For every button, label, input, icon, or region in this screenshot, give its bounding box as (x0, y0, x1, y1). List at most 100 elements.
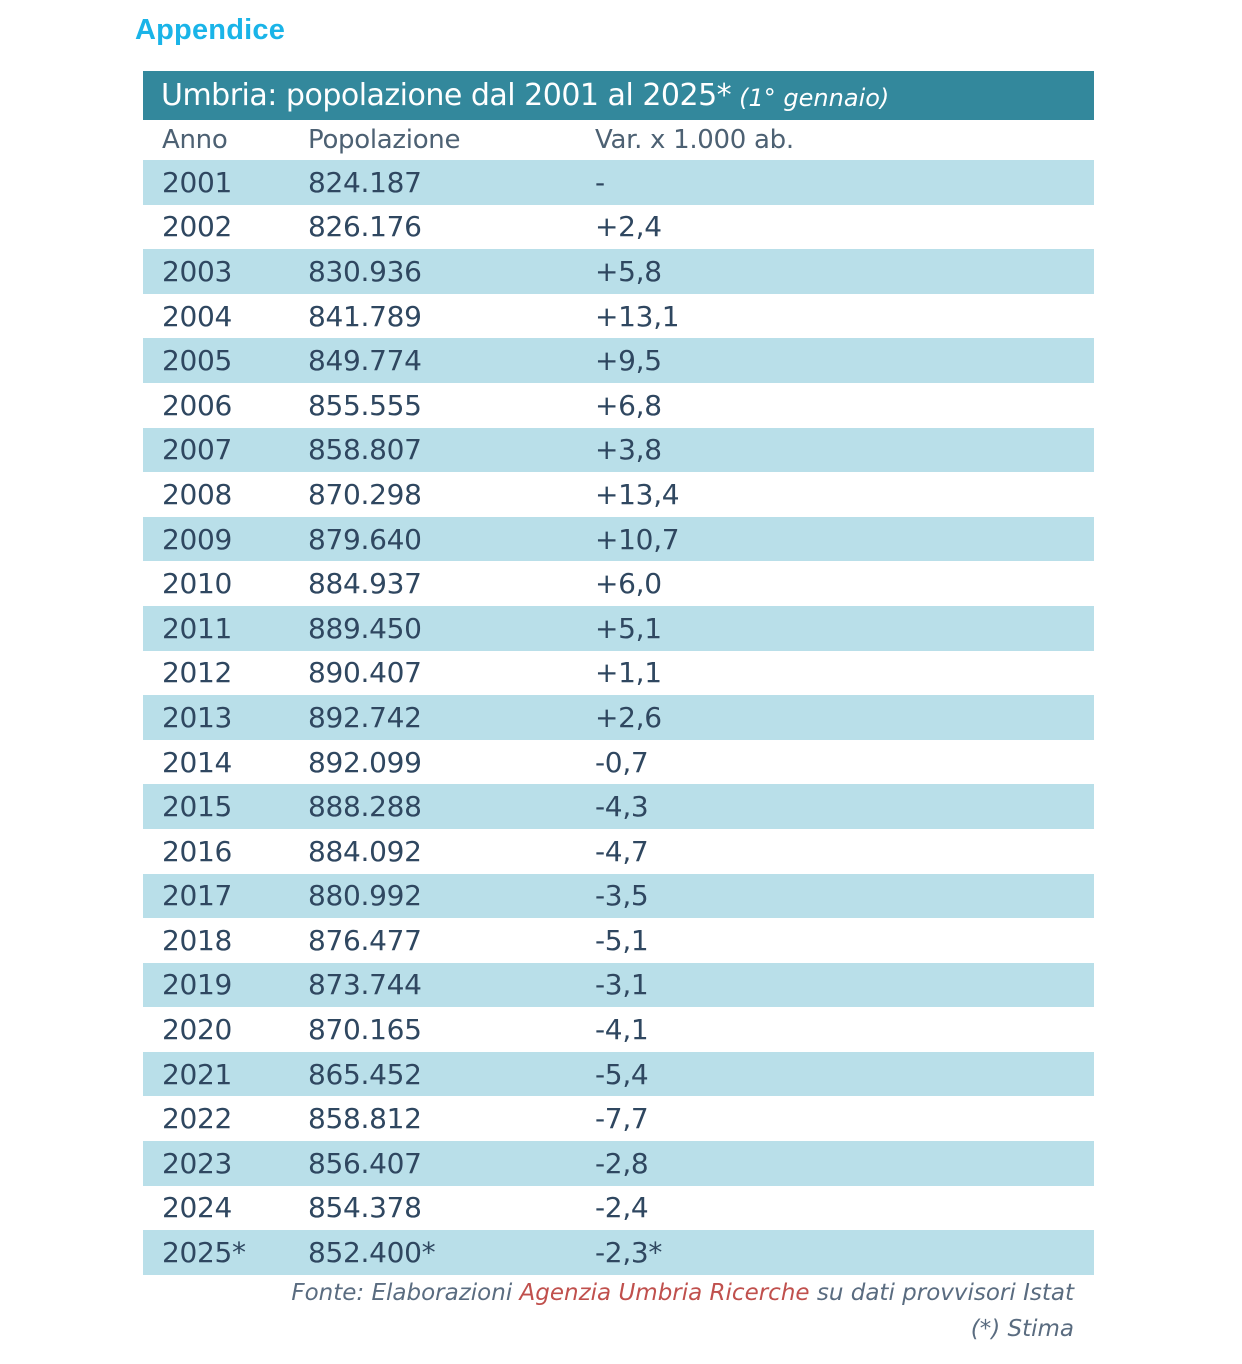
table-row: 2016 884.092 -4,7 (143, 829, 1094, 874)
cell-population: 876.477 (308, 923, 422, 957)
table-title-bar: Umbria: popolazione dal 2001 al 2025* (1… (143, 71, 1094, 120)
cell-population: 865.452 (308, 1057, 422, 1091)
table-title: Umbria: popolazione dal 2001 al 2025* (161, 78, 732, 113)
cell-year: 2017 (162, 879, 233, 913)
cell-year: 2004 (162, 299, 233, 333)
table-row: 2013 892.742 +2,6 (143, 695, 1094, 740)
table-row: 2009 879.640 +10,7 (143, 516, 1094, 562)
table-row: 2018 876.477 -5,1 (143, 918, 1094, 963)
cell-year: 2010 (162, 567, 233, 601)
table-row: 2010 884.937 +6,0 (143, 561, 1094, 606)
cell-population: 870.298 (308, 477, 422, 511)
cell-year: 2020 (162, 1013, 233, 1047)
cell-variation: +1,1 (595, 656, 662, 690)
cell-year: 2018 (162, 923, 233, 957)
cell-year: 2011 (162, 611, 233, 645)
cell-variation: -2,4 (595, 1191, 649, 1225)
cell-variation: +6,0 (595, 567, 662, 601)
cell-population: 824.187 (308, 165, 422, 199)
cell-year: 2012 (162, 656, 233, 690)
table-row: 2024 854.378 -2,4 (143, 1186, 1094, 1231)
cell-year: 2016 (162, 834, 233, 868)
cell-variation: +6,8 (595, 388, 662, 422)
cell-variation: -2,8 (595, 1146, 649, 1180)
column-header-year: Anno (162, 125, 228, 155)
cell-year: 2001 (162, 165, 233, 199)
table-row: 2017 880.992 -3,5 (143, 873, 1094, 919)
cell-year: 2019 (162, 968, 233, 1002)
cell-population: 849.774 (308, 344, 422, 378)
column-header-variation: Var. x 1.000 ab. (595, 125, 794, 155)
cell-population: 888.288 (308, 790, 422, 824)
cell-variation: -2,3* (595, 1236, 663, 1270)
cell-variation: - (595, 165, 605, 199)
cell-population: 858.807 (308, 433, 422, 467)
table-row: 2019 873.744 -3,1 (143, 962, 1094, 1008)
table-body: 2001 824.187 - 2002 826.176 +2,4 2003 830.936 +5… (143, 160, 1094, 1275)
cell-year: 2006 (162, 388, 233, 422)
column-header-row: Anno Popolazione Var. x 1.000 ab. (143, 120, 1094, 160)
column-header-population: Popolazione (308, 125, 461, 155)
cell-variation: +3,8 (595, 433, 662, 467)
table-row: 2007 858.807 +3,8 (143, 427, 1094, 473)
cell-variation: -4,1 (595, 1013, 649, 1047)
table-row: 2023 856.407 -2,8 (143, 1141, 1094, 1186)
table-row: 2015 888.288 -4,3 (143, 784, 1094, 829)
cell-variation: -4,3 (595, 790, 649, 824)
cell-variation: +13,4 (595, 477, 680, 511)
cell-year: 2013 (162, 700, 233, 734)
cell-year: 2025* (162, 1236, 246, 1270)
cell-population: 889.450 (308, 611, 422, 645)
cell-year: 2005 (162, 344, 233, 378)
cell-variation: +2,4 (595, 210, 662, 244)
cell-variation: -7,7 (595, 1102, 649, 1136)
cell-population: 852.400* (308, 1236, 436, 1270)
cell-population: 892.742 (308, 700, 422, 734)
cell-year: 2015 (162, 790, 233, 824)
cell-population: 841.789 (308, 299, 422, 333)
cell-year: 2014 (162, 745, 233, 779)
cell-population: 884.092 (308, 834, 422, 868)
table-row: 2012 890.407 +1,1 (143, 651, 1094, 696)
cell-year: 2009 (162, 522, 233, 556)
cell-population: 879.640 (308, 522, 422, 556)
cell-population: 870.165 (308, 1013, 422, 1047)
source-agency: Agenzia Umbria Ricerche (519, 1280, 810, 1306)
table-row: 2003 830.936 +5,8 (143, 249, 1094, 294)
cell-population: 892.099 (308, 745, 422, 779)
table-row: 2020 870.165 -4,1 (143, 1007, 1094, 1052)
cell-variation: +13,1 (595, 299, 680, 333)
cell-year: 2008 (162, 477, 233, 511)
cell-variation: -0,7 (595, 745, 649, 779)
cell-variation: +5,8 (595, 254, 662, 288)
table-row: 2021 865.452 -5,4 (143, 1051, 1094, 1097)
cell-year: 2002 (162, 210, 233, 244)
cell-variation: -5,4 (595, 1057, 649, 1091)
estimate-note: (*) Stima (970, 1316, 1074, 1342)
table-row: 2022 858.812 -7,7 (143, 1096, 1094, 1141)
cell-variation: -4,7 (595, 834, 649, 868)
cell-population: 854.378 (308, 1191, 422, 1225)
section-title: Appendice (135, 14, 286, 46)
population-table: Umbria: popolazione dal 2001 al 2025* (1… (143, 71, 1094, 1275)
table-row: 2006 855.555 +6,8 (143, 383, 1094, 428)
cell-year: 2003 (162, 254, 233, 288)
table-row: 2011 889.450 +5,1 (143, 605, 1094, 651)
cell-year: 2007 (162, 433, 233, 467)
cell-variation: +5,1 (595, 611, 662, 645)
cell-year: 2023 (162, 1146, 233, 1180)
cell-population: 856.407 (308, 1146, 422, 1180)
cell-population: 855.555 (308, 388, 422, 422)
cell-population: 884.937 (308, 567, 422, 601)
cell-year: 2024 (162, 1191, 233, 1225)
cell-population: 826.176 (308, 210, 422, 244)
table-row: 2004 841.789 +13,1 (143, 294, 1094, 339)
table-title-note: (1° gennaio) (739, 83, 890, 112)
table-row: 2008 870.298 +13,4 (143, 472, 1094, 517)
cell-variation: -3,5 (595, 879, 649, 913)
cell-year: 2021 (162, 1057, 233, 1091)
cell-population: 858.812 (308, 1102, 422, 1136)
cell-population: 880.992 (308, 879, 422, 913)
cell-year: 2022 (162, 1102, 233, 1136)
table-row: 2005 849.774 +9,5 (143, 338, 1094, 383)
